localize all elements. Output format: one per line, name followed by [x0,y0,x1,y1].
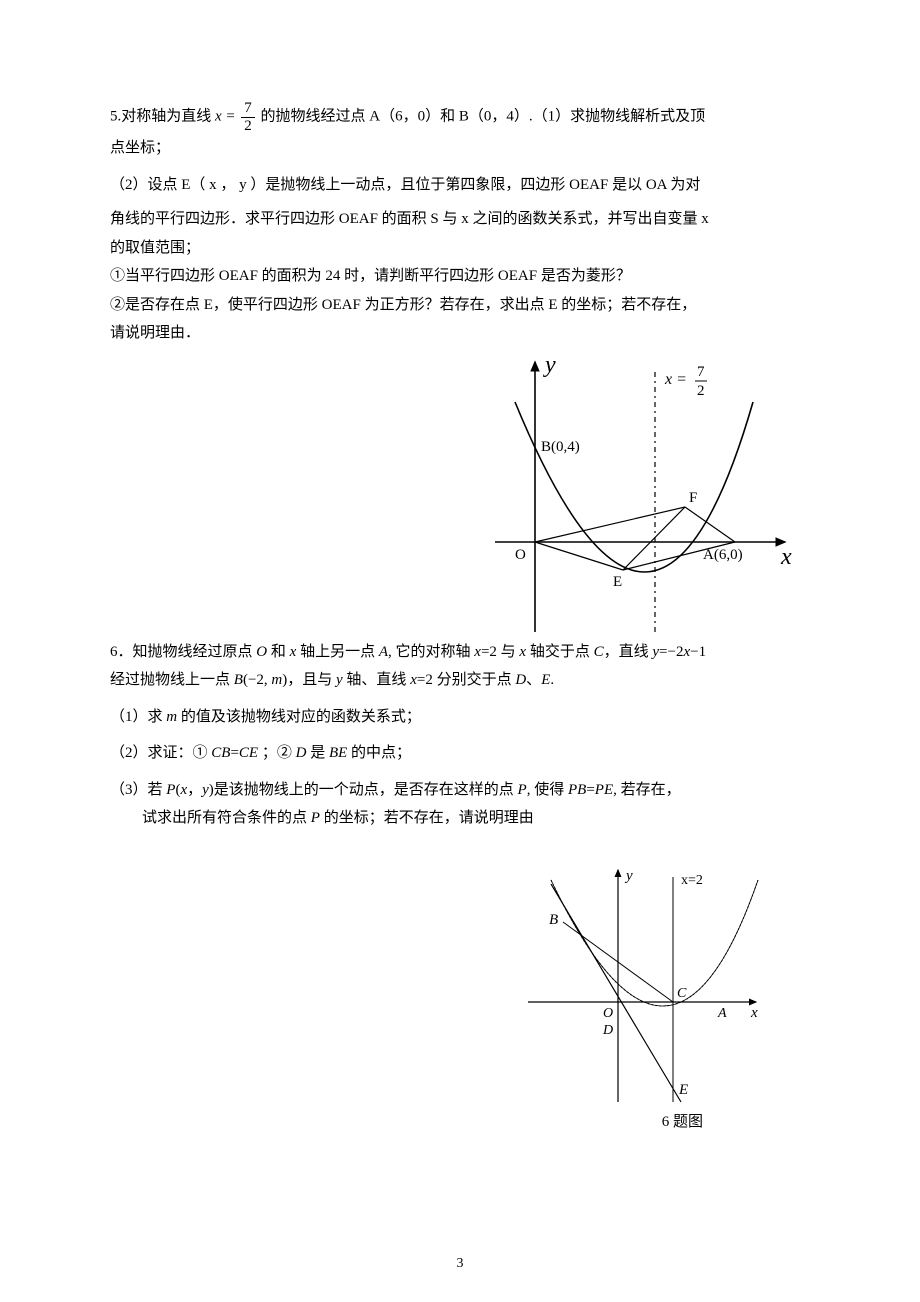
p5-line2: 点坐标； [110,134,810,163]
p6-line6: 试求出所有符合条件的点 P 的坐标；若不存在，请说明理由 [110,804,810,833]
p5-line6: ①当平行四边形 OEAF 的面积为 24 时，请判断平行四边形 OEAF 是否为… [110,262,810,291]
svg-text:x =: x = [664,371,687,388]
fig6-x-label: x [750,1005,758,1021]
fig6-y-label: y [624,868,633,884]
p5-line8: 请说明理由． [110,319,810,348]
fig5-y-label: y [543,352,556,378]
fig6-label-C: C [677,986,687,1001]
p5-frac-num: 7 [241,100,255,117]
p6-line2: 经过抛物线上一点 B(−2, m)，且与 y 轴、直线 x=2 分别交于点 D、… [110,666,810,695]
p5-l1a: 对称轴为直线 [121,108,215,124]
fig6-label-B: B [549,912,558,928]
problem-5: 5.对称轴为直线 x = 7 2 的抛物线经过点 A（6，0）和 B（0，4）.… [110,100,810,348]
p5-num: 5. [110,108,121,124]
fig5-label-B: B(0,4) [541,439,580,455]
p5-line3: （2）设点 E（ x ， y ）是抛物线上一动点，且位于第四象限，四边形 OEA… [110,171,810,200]
fig6-label-O: O [603,1006,613,1021]
p6-line3: （1）求 m 的值及该抛物线对应的函数关系式； [110,703,810,732]
fig5-label-A: A(6,0) [703,547,743,563]
p5-frac-den: 2 [241,117,255,135]
fig6-eq-label: x=2 [681,873,703,888]
p5-line7: ②是否存在点 E，使平行四边形 OEAF 为正方形？若存在，求出点 E 的坐标；… [110,291,810,320]
fig5-label-E: E [613,574,622,590]
problem-6: 6．知抛物线经过原点 O 和 x 轴上另一点 A, 它的对称轴 x=2 与 x … [110,638,810,833]
p5-l1b: 的抛物线经过点 A（6，0）和 B（0，4）.（1）求抛物线解析式及顶 [261,108,706,124]
p6-num: 6． [110,644,133,660]
figure-6-caption: 6 题图 [662,1110,703,1131]
fig6-label-D: D [602,1023,613,1038]
fig5-x-label: x [780,544,792,570]
figure-5-svg: y x x = 7 2 B(0,4) O E F A(6,0) [485,352,805,642]
figure-6: y x x=2 B O D C A E [523,862,763,1122]
p5-line5: 的取值范围； [110,234,810,263]
fig6-label-E: E [678,1082,688,1098]
fig5-label-F: F [689,490,697,506]
fig5-label-O: O [515,547,526,563]
p5-eq-lhs: x = [215,108,236,124]
p6-line5: （3）若 P(x，y)是该抛物线上的一个动点，是否存在这样的点 P, 使得 PB… [110,776,810,805]
p5-line4: 角线的平行四边形．求平行四边形 OEAF 的面积 S 与 x 之间的函数关系式，… [110,205,810,234]
p5-fraction: 7 2 [241,100,255,134]
svg-text:7: 7 [697,364,705,380]
page-number: 3 [0,1256,920,1272]
fig6-label-A: A [717,1006,727,1021]
svg-text:2: 2 [697,383,705,399]
p5-line1: 5.对称轴为直线 x = 7 2 的抛物线经过点 A（6，0）和 B（0，4）.… [110,100,810,134]
figure-6-svg: y x x=2 B O D C A E [523,862,763,1112]
p6-l1: 知抛物线经过原点 O 和 x 轴上另一点 A, 它的对称轴 x=2 与 x 轴交… [133,644,707,660]
p6-line4: （2）求证：① CB=CE ；② D 是 BE 的中点； [110,739,810,768]
figure-5: y x x = 7 2 B(0,4) O E F A(6,0) [485,352,805,642]
